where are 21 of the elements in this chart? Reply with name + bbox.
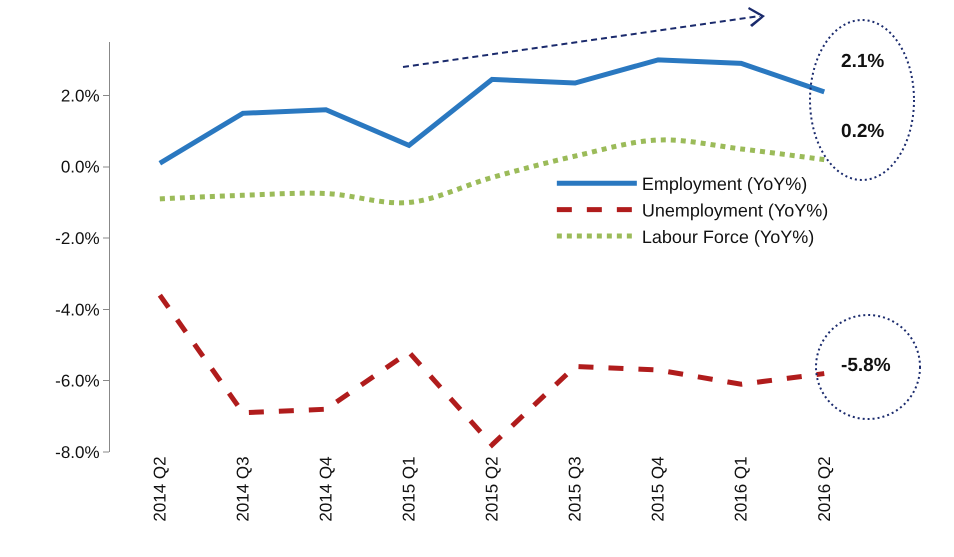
y-tick-label: -2.0% [55, 229, 100, 248]
y-tick-label: -6.0% [55, 372, 100, 391]
y-tick-label: 2.0% [60, 86, 100, 106]
annotation: 0.2% [841, 121, 884, 142]
legend-label: Labour Force (YoY%) [642, 227, 814, 248]
annotation: 2.1% [841, 51, 884, 72]
y-tick-label: -8.0% [55, 442, 100, 462]
legend-label: Unemployment (YoY%) [642, 200, 828, 221]
x-tick-label: 2016 Q2 [814, 456, 834, 522]
x-tick-label: 2014 Q2 [150, 456, 170, 522]
annotation: -5.8% [841, 355, 891, 376]
x-tick-label: 2014 Q4 [316, 456, 336, 522]
x-tick-label: 2015 Q2 [482, 456, 502, 522]
x-tick-label: 2015 Q1 [400, 456, 419, 522]
x-tick-label: 2016 Q1 [732, 456, 751, 522]
y-tick-label: -4.0% [55, 300, 100, 320]
y-tick-label: 0.0% [60, 158, 100, 177]
x-tick-label: 2015 Q3 [566, 456, 585, 522]
legend-label: Employment (YoY%) [642, 174, 808, 194]
x-tick-label: 2015 Q4 [648, 456, 668, 522]
x-tick-label: 2014 Q3 [233, 456, 252, 522]
